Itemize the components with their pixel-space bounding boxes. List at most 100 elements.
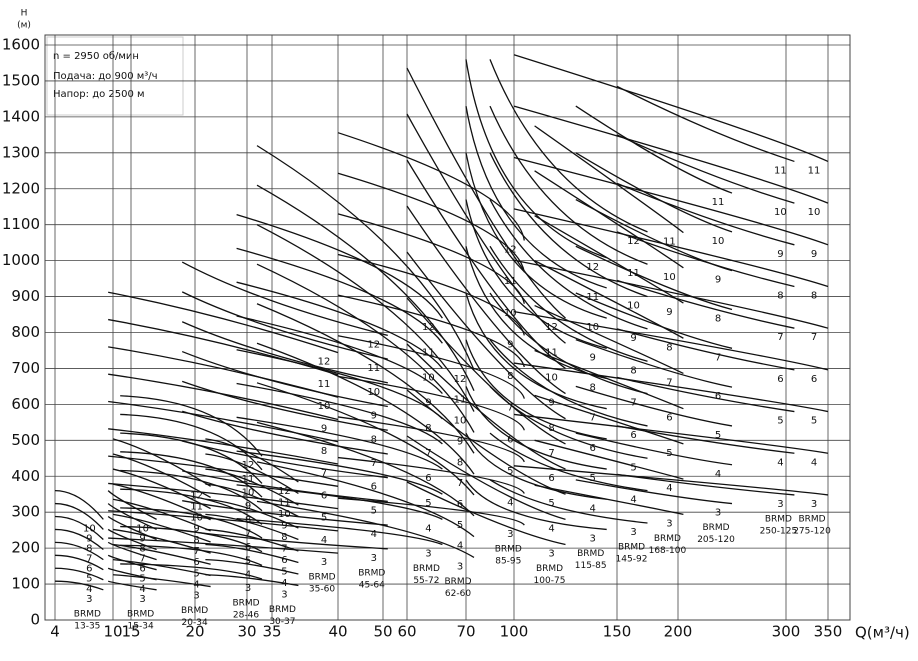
stage-label: 8 xyxy=(811,291,817,302)
stage-label: 6 xyxy=(715,391,721,402)
pump-curve xyxy=(236,416,443,470)
model-label: BRMD xyxy=(413,564,440,574)
pump-curve xyxy=(112,468,211,510)
pump-curve xyxy=(489,292,648,395)
stage-label: 7 xyxy=(457,478,463,489)
model-label: BRMD xyxy=(308,573,335,583)
pump-curve xyxy=(181,321,388,384)
stage-label: 3 xyxy=(507,529,513,540)
model-label: BRMD xyxy=(765,514,792,524)
stage-label: 10 xyxy=(422,372,435,383)
pump-curve xyxy=(616,279,795,329)
stage-label: 12 xyxy=(454,374,467,385)
model-label: BRMD xyxy=(444,577,471,587)
stage-label: 7 xyxy=(371,458,377,469)
pump-curve xyxy=(337,172,525,273)
x-tick-label: 10 xyxy=(103,623,122,641)
stage-label: 6 xyxy=(630,430,636,441)
stage-label: 10 xyxy=(545,372,558,383)
stage-label: 8 xyxy=(666,342,672,353)
stage-label: 11 xyxy=(422,347,435,358)
stage-label: 11 xyxy=(712,197,725,208)
stage-label: 10 xyxy=(242,487,255,498)
stage-label: 5 xyxy=(245,556,251,567)
stage-label: 12 xyxy=(190,490,203,501)
pump-curve xyxy=(120,395,263,457)
x-tick-label: 35 xyxy=(262,623,281,641)
model-label: 100-75 xyxy=(534,576,566,586)
x-tick-label: 50 xyxy=(373,623,392,641)
pump-curve xyxy=(465,246,607,380)
y-tick-label: 1200 xyxy=(2,179,40,197)
pump-curve xyxy=(256,421,475,517)
stage-label: 10 xyxy=(190,513,203,524)
stage-label: 8 xyxy=(321,446,327,457)
stage-label: 9 xyxy=(777,249,783,260)
stage-label: 5 xyxy=(811,416,817,427)
pump-curve xyxy=(337,416,525,463)
stage-label: 8 xyxy=(715,314,721,325)
stage-label: 5 xyxy=(457,520,463,531)
pump-curve xyxy=(489,385,648,459)
pump-curve xyxy=(236,247,443,344)
pump-curve xyxy=(182,410,388,455)
pump-curve xyxy=(256,500,475,559)
pump-curve xyxy=(120,507,263,539)
pump-curve xyxy=(489,199,648,330)
pump-curve xyxy=(337,497,525,526)
y-tick-label: 400 xyxy=(11,467,40,485)
pump-curve xyxy=(337,132,525,241)
stage-label: 3 xyxy=(777,499,783,510)
stage-label: 10 xyxy=(774,207,787,218)
y-tick-label: 500 xyxy=(11,431,40,449)
stage-label: 5 xyxy=(548,498,554,509)
stage-label: 9 xyxy=(321,423,327,434)
stage-label: 5 xyxy=(86,574,92,585)
stage-label: 5 xyxy=(590,473,596,484)
stage-label: 7 xyxy=(86,554,92,565)
pump-curve xyxy=(513,259,829,329)
model-label: 35-60 xyxy=(309,585,335,595)
x-tick-label: 4 xyxy=(50,623,60,641)
pump-curve xyxy=(108,346,339,398)
pump-curve xyxy=(513,311,829,371)
model-label: BRMD xyxy=(127,609,154,619)
stage-label: 3 xyxy=(630,527,636,538)
y-tick-label: 1600 xyxy=(2,36,40,54)
stage-label: 11 xyxy=(190,501,203,512)
pump-curve xyxy=(108,482,339,510)
pump-curve xyxy=(112,513,211,543)
stage-label: 10 xyxy=(454,416,467,427)
stage-label: 9 xyxy=(245,501,251,512)
stage-label: 4 xyxy=(507,498,513,509)
x-tick-label: 60 xyxy=(397,623,416,641)
stage-label: 6 xyxy=(548,473,554,484)
stage-label: 5 xyxy=(507,466,513,477)
x-axis-label: Q(м³/ч) xyxy=(855,624,910,642)
pump-curve xyxy=(181,380,388,431)
stage-label: 3 xyxy=(811,499,817,510)
pump-curve xyxy=(236,450,443,495)
pump-curve xyxy=(256,224,475,412)
pump-curve xyxy=(489,105,648,265)
stage-label: 12 xyxy=(318,357,331,368)
model-label: 115-85 xyxy=(575,561,607,571)
pump-curve xyxy=(120,413,263,471)
pump-curve xyxy=(465,479,607,531)
stage-label: 5 xyxy=(777,416,783,427)
stage-label: 9 xyxy=(86,533,92,544)
pump-curve xyxy=(256,184,475,391)
model-label: 28-46 xyxy=(233,611,259,621)
pump-curve xyxy=(465,59,607,259)
stage-label: 12 xyxy=(627,236,640,247)
pump-curve xyxy=(236,214,443,319)
x-tick-label: 30 xyxy=(237,623,256,641)
stage-label: 12 xyxy=(586,262,599,273)
pump-curve xyxy=(616,85,795,163)
pump-curve xyxy=(120,563,263,580)
pump-curve xyxy=(205,453,299,495)
pump-curve xyxy=(54,554,104,571)
pump-family: 3 4 5 6 7 8 9 10 11 12 BRMD 85-95 xyxy=(337,132,525,567)
